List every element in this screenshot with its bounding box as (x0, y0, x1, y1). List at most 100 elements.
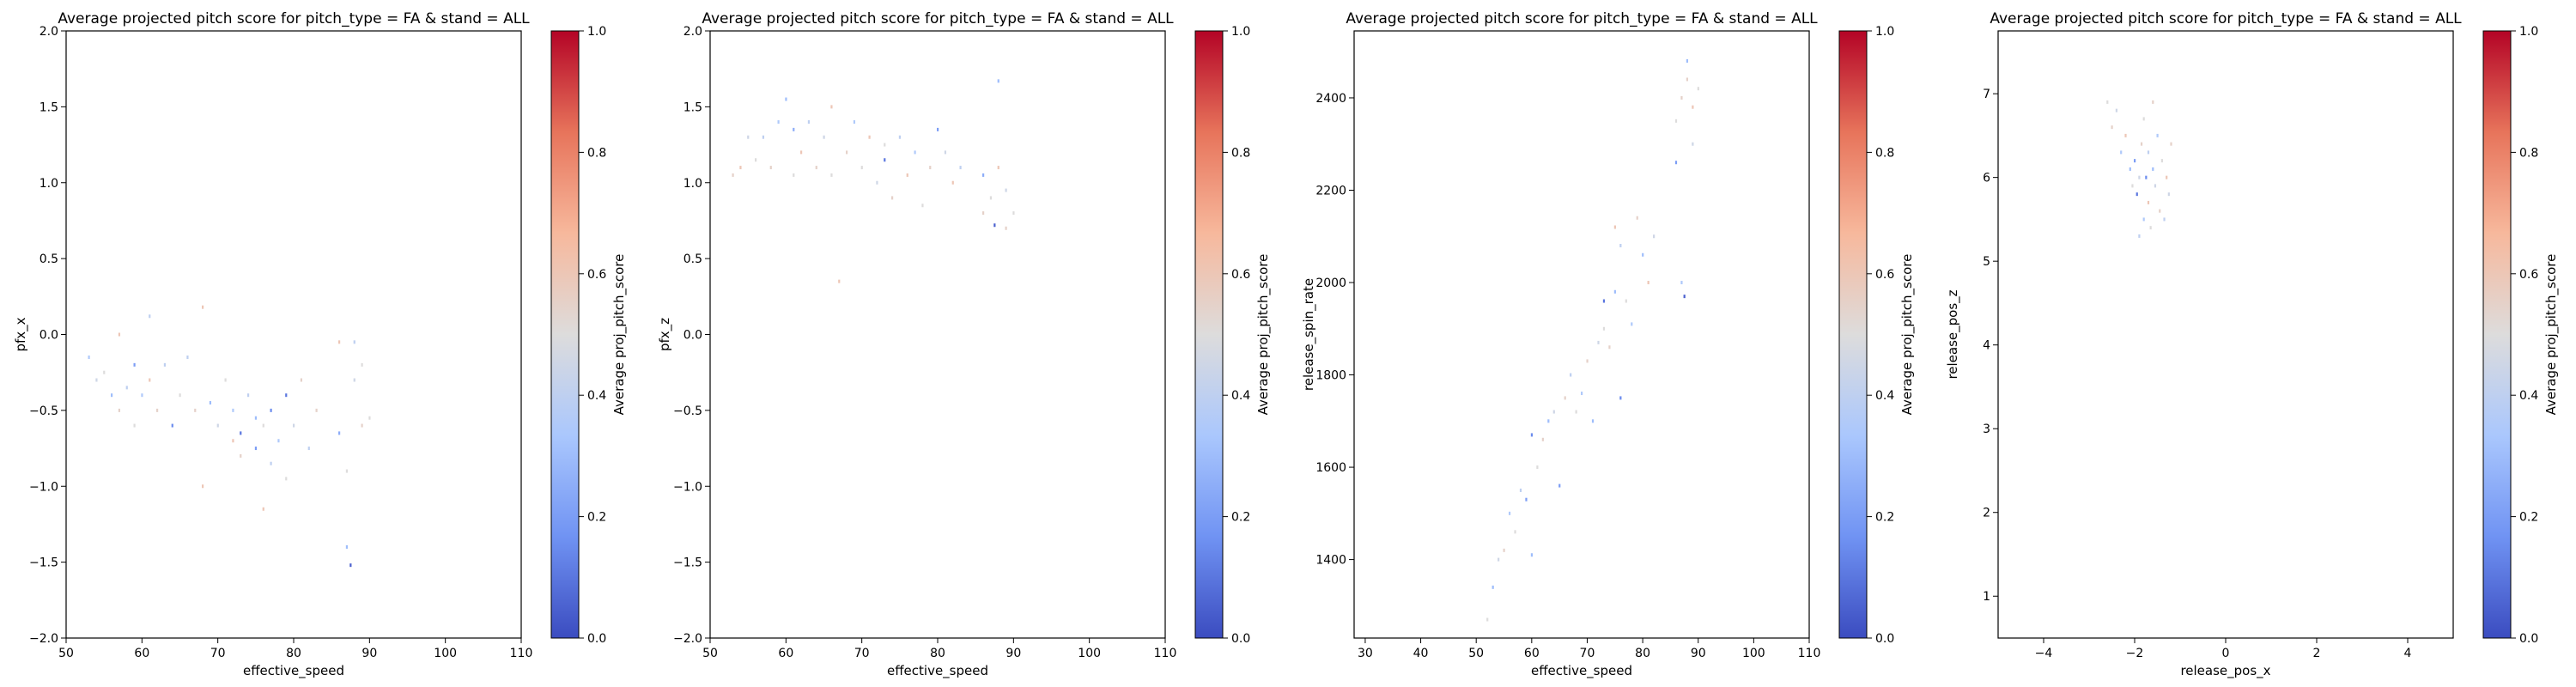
x-tick-label: 90 (1005, 647, 1021, 660)
y-tick-label: 1400 (1315, 554, 1346, 568)
data-point (2115, 108, 2117, 112)
data-point (315, 408, 318, 412)
x-tick-label: 100 (434, 647, 457, 660)
data-point (361, 362, 363, 367)
data-point (285, 393, 288, 398)
data-point (133, 423, 136, 428)
data-point (254, 416, 258, 420)
data-point (2124, 133, 2127, 137)
data-point (247, 393, 250, 398)
y-tick-label: 4 (1983, 339, 1990, 353)
data-point (2129, 167, 2131, 171)
data-point (2170, 142, 2172, 146)
data-point (2156, 133, 2159, 137)
data-point (1602, 299, 1606, 303)
data-point (2166, 175, 2168, 179)
colorbar-tick-label: 0.0 (1875, 632, 1894, 646)
data-point (1586, 359, 1589, 363)
colorbar-tick-label: 0.6 (2519, 268, 2538, 282)
data-point (2134, 159, 2136, 163)
data-point (898, 135, 902, 139)
data-point (1692, 105, 1694, 109)
data-point (884, 143, 886, 147)
data-point (224, 378, 227, 382)
x-tick-label: 80 (930, 647, 945, 660)
data-point (1530, 553, 1534, 557)
x-tick-label: −2 (2126, 647, 2144, 660)
y-axis-label: release_spin_rate (1301, 278, 1317, 391)
colorbar-tick-label: 1.0 (1231, 25, 1250, 39)
x-tick-label: 2 (2313, 647, 2321, 660)
data-point (149, 314, 151, 319)
data-point (202, 484, 204, 489)
data-point (240, 431, 242, 435)
plot-area (1997, 30, 2454, 639)
data-point (345, 469, 349, 473)
data-point (1514, 530, 1516, 534)
y-axis-label: pfx_z (657, 318, 673, 351)
data-point (959, 166, 962, 170)
data-point (1613, 289, 1616, 294)
chart-title: Average projected pitch score for pitch_… (1990, 10, 2462, 27)
data-point (2152, 100, 2154, 104)
colorbar (2482, 30, 2512, 639)
y-tick-label: −0.5 (29, 404, 58, 418)
x-tick-label: 40 (1413, 647, 1429, 660)
data-point (186, 356, 189, 360)
data-point (914, 150, 916, 155)
x-axis-label: release_pos_x (2180, 663, 2270, 679)
data-point (1492, 585, 1494, 589)
data-point (1619, 396, 1622, 400)
data-point (111, 393, 113, 398)
y-axis-label: release_pos_z (1945, 289, 1961, 379)
data-point (982, 173, 985, 177)
data-point (2120, 150, 2123, 155)
y-tick-label: −1.0 (29, 480, 58, 494)
data-point (338, 340, 341, 344)
data-point (2138, 175, 2141, 179)
data-point (884, 158, 886, 162)
x-tick-label: 100 (1078, 647, 1101, 660)
colorbar-label: Average proj_pitch_score (611, 254, 628, 416)
x-tick-label: 4 (2404, 647, 2412, 660)
data-point (860, 166, 863, 170)
data-point (921, 204, 924, 208)
data-point (1692, 142, 1694, 146)
colorbar-tick-label: 1.0 (2519, 25, 2538, 39)
x-axis-label: effective_speed (243, 663, 344, 679)
x-tick-label: 50 (702, 647, 718, 660)
x-tick-label: 70 (1580, 647, 1595, 660)
data-point (103, 370, 106, 374)
chart-title: Average projected pitch score for pitch_… (58, 10, 530, 27)
data-point (2159, 209, 2161, 213)
data-point (1486, 617, 1489, 622)
data-point (876, 180, 878, 185)
data-point (1619, 244, 1622, 248)
data-point (1005, 188, 1007, 192)
data-point (1680, 281, 1683, 285)
y-tick-label: 0.0 (683, 329, 702, 343)
data-point (997, 79, 999, 83)
x-tick-label: 50 (1468, 647, 1484, 660)
data-point (1697, 87, 1699, 91)
x-axis-label: effective_speed (1531, 663, 1632, 679)
data-point (1564, 396, 1566, 400)
colorbar-tick-label: 0.2 (2519, 511, 2538, 525)
data-point (1530, 433, 1534, 437)
colorbar-tick-label: 0.8 (1231, 146, 1250, 160)
data-point (1602, 326, 1606, 331)
data-point (2160, 159, 2163, 163)
data-point (732, 173, 734, 177)
colorbar-tick-label: 0.4 (587, 389, 606, 403)
data-point (1683, 295, 1686, 299)
data-point (807, 120, 811, 125)
x-tick-label: 90 (361, 647, 377, 660)
x-tick-label: 30 (1358, 647, 1373, 660)
data-point (891, 196, 894, 200)
x-tick-label: −4 (2035, 647, 2053, 660)
chart-title: Average projected pitch score for pitch_… (702, 10, 1174, 27)
data-point (2111, 125, 2113, 130)
x-tick-label: 100 (1742, 647, 1765, 660)
panel-1: Average projected pitch score for pitch_… (13, 10, 628, 679)
data-point (141, 393, 143, 398)
